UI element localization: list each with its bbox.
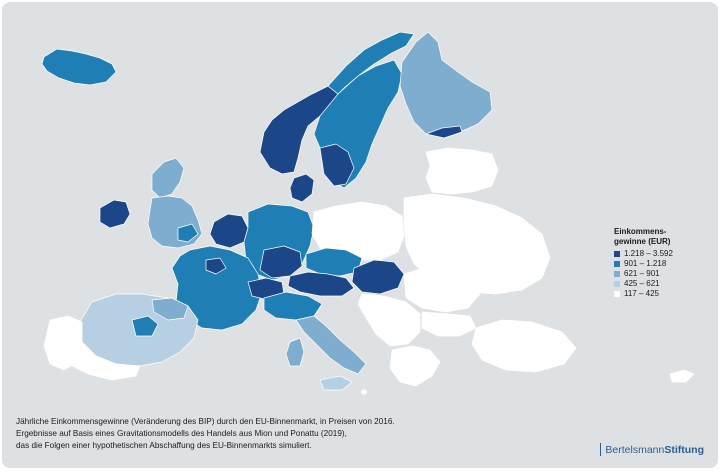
region-germany-south [259,245,303,279]
region-romania [403,267,481,313]
region-greece [389,345,441,387]
legend-item-3: 621 – 901 [614,269,673,279]
caption-line-3: das die Folgen einer hypothetischen Absc… [16,441,312,450]
region-finland [399,31,493,137]
region-denmark [289,173,315,203]
legend-label-1: 1.218 – 3.592 [624,249,673,258]
region-london [177,223,199,243]
brand-bar [599,443,602,456]
brand-name-part1: Bertelsmann [605,443,665,456]
region-scotland [151,157,185,199]
region-norway-north [327,31,415,95]
region-france [171,245,263,331]
legend-item-1: 1.218 – 3.592 [614,249,673,259]
region-baltics [425,147,499,195]
region-england [147,195,203,249]
region-malta [361,389,367,395]
legend-label-5: 117 – 425 [624,289,659,298]
region-poland [311,201,405,261]
brand-logo: Bertelsmann Stiftung [599,443,704,456]
legend-title: Einkommens- gewinne (EUR) [614,227,671,246]
region-cyprus [669,369,695,383]
legend-label-2: 901 – 1.218 [624,259,667,268]
region-finland-south [425,125,463,139]
region-balkans [357,293,421,347]
region-andalusia [71,341,141,381]
brand-name-part2: Stiftung [664,443,704,456]
region-iceland [41,48,117,86]
legend-label-3: 621 – 901 [624,269,660,278]
legend-swatch-5 [614,291,620,297]
region-austria [287,271,355,297]
map-caption: Jährliche Einkommensgewinne (Veränderung… [16,416,486,452]
map-legend: Einkommens- gewinne (EUR) 1.218 – 3.592 … [614,227,673,299]
region-madrid [131,315,159,337]
region-italy [295,315,367,375]
legend-swatch-1 [614,251,620,257]
caption-line-1: Jährliche Einkommensgewinne (Veränderung… [16,417,395,426]
region-spain-north [151,297,189,321]
legend-item-2: 901 – 1.218 [614,259,673,269]
region-sweden-south [319,143,355,187]
region-sardinia [285,337,305,367]
region-sicily [319,375,353,391]
legend-item-5: 117 – 425 [614,289,673,299]
region-bulgaria [421,311,477,337]
caption-line-2: Ergebnisse auf Basis eines Gravitationsm… [16,429,347,438]
legend-item-4: 425 – 621 [614,279,673,289]
region-turkey [471,319,577,373]
region-paris [205,257,227,275]
legend-swatch-4 [614,281,620,287]
legend-label-4: 425 – 621 [624,279,660,288]
legend-swatch-2 [614,261,620,267]
region-hungary [351,259,405,295]
legend-swatch-3 [614,271,620,277]
region-ireland [99,199,131,229]
region-benelux [209,213,249,249]
